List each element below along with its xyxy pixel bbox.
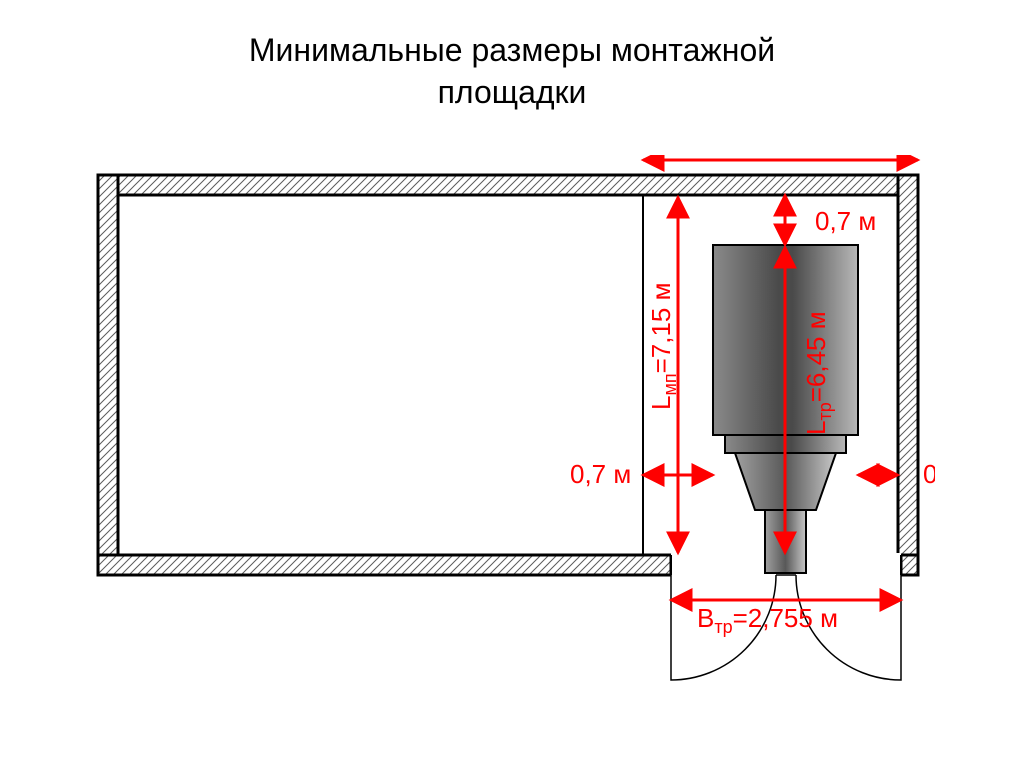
title-line-1: Минимальные размеры монтажной [249,32,775,68]
dim-width-mp: Вмп=4,155 м [643,155,918,160]
dim-width-tr: Втр=2,755 м [671,600,901,637]
svg-text:Lмп=7,15 м: Lмп=7,15 м [646,283,680,410]
dim-gap-left: 0,7 м [570,459,713,489]
svg-text:Вмп=4,155 м: Вмп=4,155 м [685,155,830,157]
title-line-2: площадки [438,74,587,110]
svg-text:Втр=2,755 м: Втр=2,755 м [697,603,838,637]
svg-text:0,7 м: 0,7 м [923,459,935,489]
dim-gap-top: 0,7 м [785,195,876,245]
diagram: Вмп=4,155 м 0,7 м Lмп=7,15 м Lтр=6,45 м … [85,155,935,725]
dim-length-mp: Lмп=7,15 м [646,197,680,553]
svg-text:0,7 м: 0,7 м [570,459,631,489]
svg-text:0,7 м: 0,7 м [815,206,876,236]
